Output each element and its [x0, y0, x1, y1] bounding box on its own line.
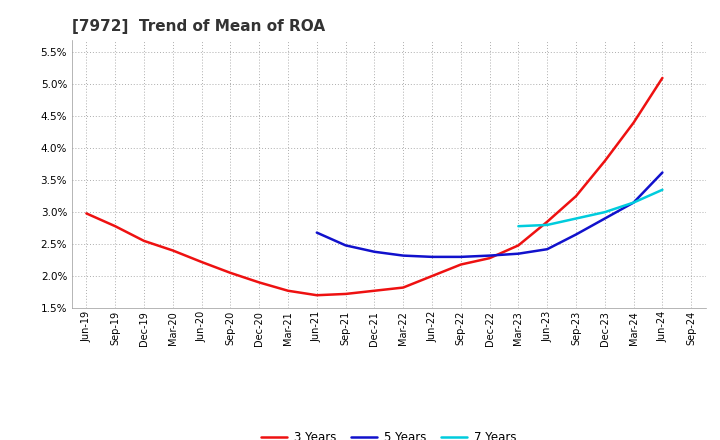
3 Years	[226, 270, 235, 275]
3 Years	[140, 238, 148, 244]
5 Years	[600, 216, 609, 221]
5 Years	[514, 251, 523, 257]
3 Years	[658, 75, 667, 81]
3 Years	[399, 285, 408, 290]
7 Years	[658, 187, 667, 192]
3 Years	[629, 120, 638, 125]
7 Years	[600, 209, 609, 215]
3 Years	[572, 194, 580, 199]
3 Years	[514, 243, 523, 248]
3 Years	[312, 293, 321, 298]
5 Years	[341, 243, 350, 248]
3 Years	[456, 262, 465, 267]
3 Years	[428, 273, 436, 279]
3 Years	[543, 219, 552, 224]
Legend: 3 Years, 5 Years, 7 Years: 3 Years, 5 Years, 7 Years	[257, 427, 521, 440]
3 Years	[255, 280, 264, 285]
3 Years	[197, 259, 206, 264]
5 Years	[658, 170, 667, 175]
5 Years	[370, 249, 379, 254]
3 Years	[82, 211, 91, 216]
Line: 7 Years: 7 Years	[518, 190, 662, 226]
7 Years	[514, 224, 523, 229]
3 Years	[284, 288, 292, 293]
Text: [7972]  Trend of Mean of ROA: [7972] Trend of Mean of ROA	[72, 19, 325, 34]
3 Years	[111, 224, 120, 229]
5 Years	[456, 254, 465, 260]
3 Years	[485, 256, 494, 261]
3 Years	[168, 248, 177, 253]
Line: 3 Years: 3 Years	[86, 78, 662, 295]
7 Years	[629, 200, 638, 205]
5 Years	[543, 246, 552, 252]
5 Years	[399, 253, 408, 258]
7 Years	[543, 222, 552, 227]
Line: 5 Years: 5 Years	[317, 172, 662, 257]
5 Years	[312, 230, 321, 235]
5 Years	[485, 253, 494, 258]
5 Years	[572, 232, 580, 237]
3 Years	[600, 158, 609, 164]
5 Years	[428, 254, 436, 260]
3 Years	[341, 291, 350, 297]
5 Years	[629, 200, 638, 205]
3 Years	[370, 288, 379, 293]
7 Years	[572, 216, 580, 221]
